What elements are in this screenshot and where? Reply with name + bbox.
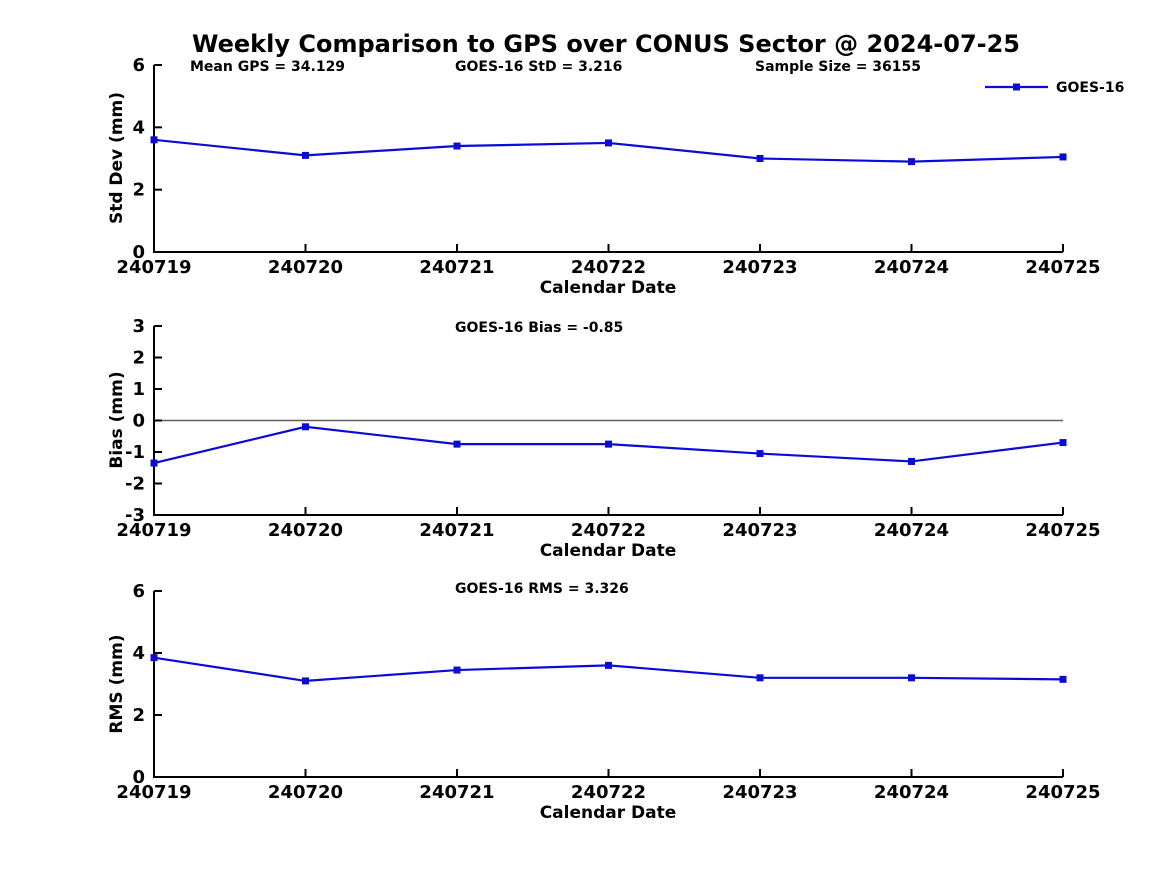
y-tick-label: 3 [132, 316, 145, 337]
x-tick-label: 240723 [722, 782, 797, 803]
y-axis-label-rms: RMS (mm) [107, 634, 127, 733]
data-point-marker [150, 459, 158, 467]
data-line-goes-16 [153, 656, 1064, 683]
legend-marker-icon [1013, 83, 1020, 91]
x-tick-label: 240724 [874, 520, 949, 541]
y-tick-label: 2 [132, 180, 145, 201]
x-tick-label: 240723 [722, 520, 797, 541]
x-tick-label: 240721 [419, 782, 494, 803]
y-tick-label: 6 [132, 55, 145, 76]
figure-title: Weekly Comparison to GPS over CONUS Sect… [192, 30, 1020, 58]
data-point-marker [150, 136, 158, 144]
data-point-marker [302, 423, 309, 431]
legend-label-goes16: GOES-16 [1056, 80, 1124, 96]
data-point-marker [453, 142, 461, 150]
x-axis-label-calendar-date-2: Calendar Date [540, 541, 677, 561]
y-tick-label: 4 [132, 643, 145, 664]
x-tick-label: 240721 [419, 520, 494, 541]
annotation-goes16-std: GOES-16 StD = 3.216 [455, 59, 622, 75]
x-tick-label: 240722 [571, 520, 646, 541]
annotation-mean-gps: Mean GPS = 34.129 [190, 59, 345, 75]
annotation-goes16-bias: GOES-16 Bias = -0.85 [455, 320, 623, 336]
x-axis-label-calendar-date-3: Calendar Date [540, 803, 677, 823]
data-point-marker [302, 677, 309, 685]
y-tick-label: 0 [132, 242, 145, 263]
y-tick-label: 2 [132, 348, 145, 369]
x-tick-label: 240725 [1025, 782, 1100, 803]
x-tick-label: 240719 [116, 782, 191, 803]
plot-area-rms: 0 2 4 6 240719 240720 240721 240722 240723 240724… [116, 581, 1100, 803]
data-point-marker [908, 674, 915, 682]
y-tick-label: 4 [132, 117, 145, 138]
data-point-marker [1059, 153, 1067, 161]
panel-bias: -3 -2 -1 0 1 2 3 240719 240720 240721 240722 240723… [107, 316, 1101, 561]
data-point-marker [453, 666, 461, 674]
y-tick-label: -1 [125, 442, 145, 463]
data-point-marker [1059, 439, 1067, 447]
y-axis-label-std-dev: Std Dev (mm) [107, 92, 127, 224]
x-tick-label: 240720 [268, 520, 343, 541]
plot-area-bias: -3 -2 -1 0 1 2 3 240719 240720 240721 240722 240723… [116, 316, 1100, 541]
x-tick-label: 240725 [1025, 520, 1100, 541]
x-axis-label-calendar-date-1: Calendar Date [540, 278, 677, 298]
x-tick-label: 240719 [116, 257, 191, 278]
data-point-marker [756, 155, 764, 162]
y-axis-label-bias: Bias (mm) [107, 371, 127, 468]
panel-rms: 0 2 4 6 240719 240720 240721 240722 240723 240724… [107, 581, 1101, 823]
panel-std-dev: 0 2 4 6 240719 240720 240721 240722 240723 240724… [107, 55, 1124, 298]
data-point-marker [150, 654, 158, 662]
data-point-marker [908, 457, 915, 465]
data-point-marker [302, 151, 309, 159]
y-tick-label: 0 [132, 767, 145, 788]
data-point-marker [1059, 675, 1067, 683]
y-tick-label: 1 [132, 379, 145, 400]
data-point-marker [605, 139, 612, 147]
axis-spines [153, 65, 1063, 253]
plot-area-std-dev: 0 2 4 6 240719 240720 240721 240722 240723 240724… [116, 55, 1100, 278]
x-tick-label: 240724 [874, 782, 949, 803]
data-point-marker [756, 674, 764, 682]
y-tick-label: -3 [125, 505, 145, 526]
data-point-marker [453, 440, 461, 448]
x-tick-label: 240721 [419, 257, 494, 278]
legend: GOES-16 [985, 80, 1124, 96]
axis-spines [153, 591, 1063, 778]
y-tick-label: -2 [125, 474, 145, 495]
annotation-sample-size: Sample Size = 36155 [755, 59, 921, 75]
y-tick-label: 0 [132, 411, 145, 432]
annotation-goes16-rms: GOES-16 RMS = 3.326 [455, 581, 629, 597]
x-tick-label: 240723 [722, 257, 797, 278]
data-point-marker [756, 450, 764, 458]
y-tick-label: 2 [132, 705, 145, 726]
x-tick-label: 240722 [571, 782, 646, 803]
data-point-marker [908, 158, 915, 166]
x-tick-label: 240722 [571, 257, 646, 278]
data-point-marker [605, 661, 612, 669]
x-tick-label: 240720 [268, 782, 343, 803]
x-tick-label: 240719 [116, 520, 191, 541]
data-point-marker [605, 440, 612, 448]
x-tick-label: 240724 [874, 257, 949, 278]
x-tick-label: 240720 [268, 257, 343, 278]
x-tick-label: 240725 [1025, 257, 1100, 278]
y-tick-label: 6 [132, 581, 145, 602]
